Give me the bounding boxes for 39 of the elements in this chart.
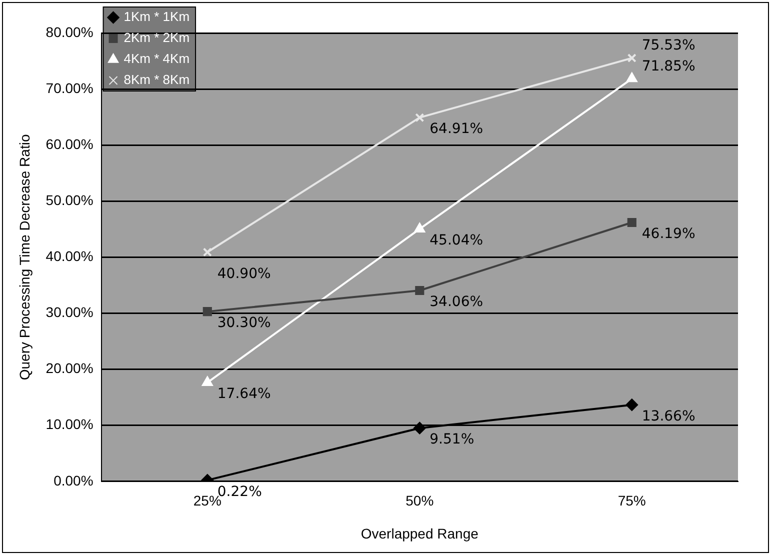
point — [626, 72, 638, 82]
data-label: 9.51% — [430, 432, 474, 448]
point — [202, 376, 213, 386]
legend-label: 1Km * 1Km — [124, 9, 190, 24]
y-tick-label: 10.00% — [46, 416, 94, 432]
point — [415, 286, 424, 296]
y-axis-title: Query Processing Time Decrease Ratio — [16, 134, 32, 380]
y-tick-label: 20.00% — [46, 360, 94, 376]
legend-label: 4Km * 4Km — [124, 51, 190, 66]
data-label: 71.85% — [642, 58, 696, 74]
point — [202, 307, 212, 316]
y-tick-label: 40.00% — [46, 248, 94, 264]
data-label: 46.19% — [642, 226, 696, 242]
y-tick-label: 30.00% — [46, 304, 94, 320]
data-label: 40.90% — [217, 266, 271, 282]
data-label: 30.30% — [217, 315, 271, 332]
data-label: 17.64% — [217, 386, 271, 402]
data-label: 75.53% — [642, 38, 696, 54]
y-tick-label: 60.00% — [46, 136, 94, 152]
data-label: 13.66% — [642, 408, 696, 424]
x-tick-label: 50% — [406, 492, 434, 509]
x-axis-title: Overlapped Range — [360, 525, 479, 542]
point — [627, 54, 636, 63]
legend-label: 8Km * 8Km — [124, 72, 190, 88]
point — [414, 222, 425, 232]
y-tick-label: 80.00% — [46, 24, 94, 40]
point — [202, 248, 212, 257]
data-label: 34.06% — [430, 294, 484, 310]
data-label: 45.04% — [430, 232, 484, 249]
y-tick-label: 0.00% — [54, 472, 94, 488]
data-label: 64.91% — [430, 121, 484, 138]
y-tick-label: 50.00% — [46, 192, 94, 208]
legend-label: 2Km * 2Km — [124, 30, 190, 46]
point — [626, 398, 638, 411]
point — [415, 113, 424, 122]
point — [627, 218, 636, 228]
point — [414, 422, 426, 434]
x-tick-label: 75% — [618, 492, 646, 509]
y-tick-label: 70.00% — [46, 80, 94, 96]
